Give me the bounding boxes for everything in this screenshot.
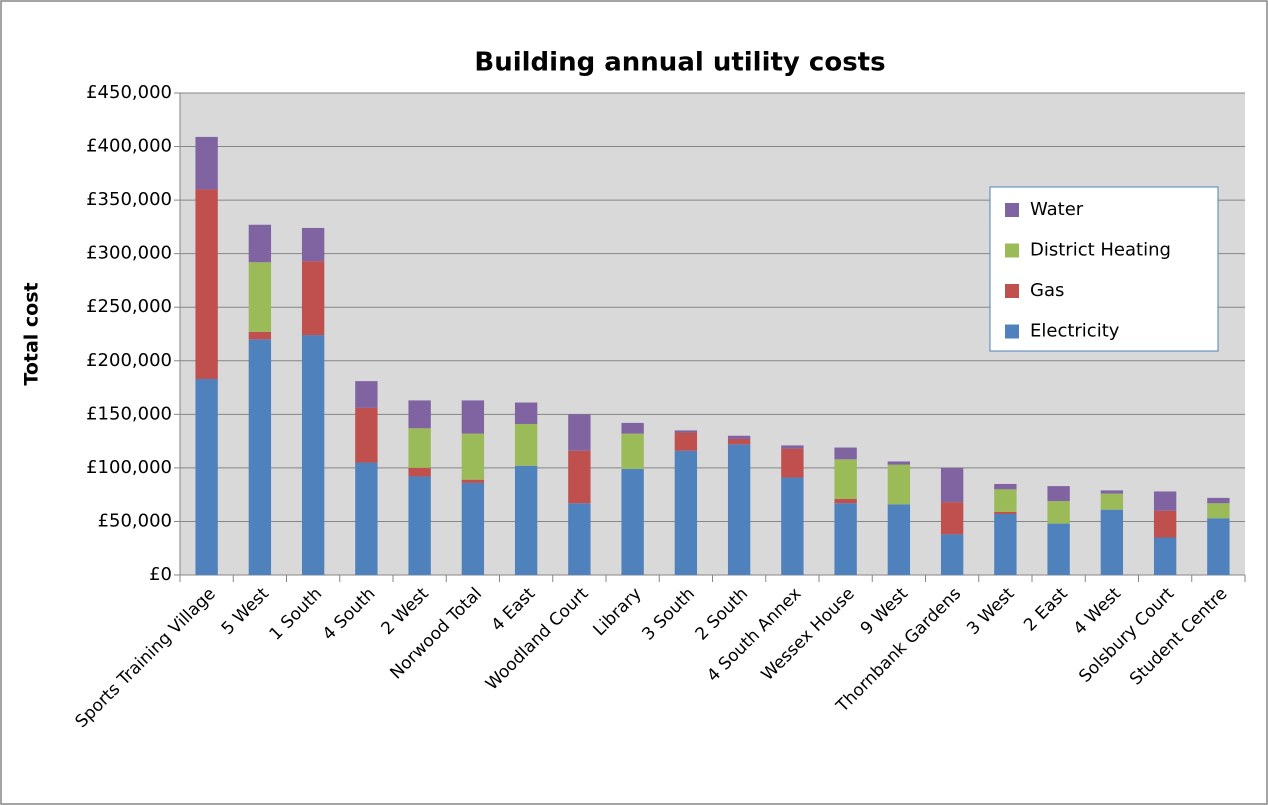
- bar-segment: [461, 433, 485, 480]
- bar-segment: [461, 479, 485, 483]
- bar-segment: [1153, 537, 1177, 575]
- legend-label: Electricity: [1030, 321, 1120, 342]
- bar-segment: [355, 462, 378, 575]
- bar-segment: [195, 136, 218, 190]
- y-tick-label: £400,000: [86, 136, 172, 157]
- bar-segment: [1100, 490, 1124, 494]
- y-tick-label: £150,000: [86, 403, 172, 424]
- bar-segment: [621, 422, 644, 434]
- bar-segment: [674, 432, 698, 451]
- bar-segment: [727, 438, 751, 445]
- y-tick-label: £350,000: [86, 189, 172, 210]
- bar-segment: [1100, 493, 1124, 510]
- bar-segment: [781, 448, 804, 478]
- y-tick-label: £450,000: [86, 82, 172, 103]
- bar-segment: [195, 378, 218, 575]
- bar-segment: [781, 477, 804, 575]
- bar-segment: [514, 402, 538, 424]
- bar-segment: [727, 444, 751, 575]
- bar-segment: [408, 476, 431, 575]
- bar-segment: [568, 450, 591, 504]
- bar-segment: [834, 459, 857, 499]
- bar-segment: [674, 430, 698, 433]
- y-axis-title: Total cost: [21, 282, 43, 385]
- bar-segment: [248, 262, 272, 332]
- bar-segment: [514, 465, 538, 575]
- legend-label: Water: [1030, 199, 1084, 220]
- bar-segment: [940, 502, 964, 535]
- legend-swatch: [1005, 324, 1019, 339]
- bar-segment: [408, 467, 431, 477]
- bar-segment: [1100, 509, 1124, 575]
- bar-segment: [621, 433, 644, 469]
- bar-segment: [994, 513, 1017, 575]
- bar-segment: [834, 498, 857, 504]
- bar-segment: [674, 450, 698, 575]
- bar-segment: [727, 435, 751, 439]
- bar-segment: [195, 189, 218, 379]
- y-tick-label: £250,000: [86, 296, 172, 317]
- bar-segment: [355, 381, 378, 408]
- bar-segment: [301, 227, 325, 262]
- bar-segment: [408, 400, 431, 429]
- bar-segment: [568, 503, 591, 575]
- bar-segment: [621, 468, 644, 575]
- legend-swatch: [1005, 203, 1019, 217]
- legend-box: [989, 186, 1219, 352]
- chart-title: Building annual utility costs: [474, 48, 885, 78]
- bar-segment: [248, 224, 272, 263]
- bar-segment: [1153, 510, 1177, 538]
- y-tick-label: £50,000: [98, 510, 172, 531]
- bar-segment: [301, 335, 325, 575]
- bar-segment: [781, 445, 804, 449]
- bar-segment: [248, 339, 272, 575]
- legend-swatch: [1005, 284, 1019, 298]
- bar-segment: [994, 511, 1017, 514]
- bar-segment: [834, 447, 857, 460]
- bar-segment: [568, 414, 591, 451]
- bar-segment: [1207, 497, 1230, 504]
- bar-segment: [461, 482, 485, 575]
- bar-segment: [1153, 491, 1177, 511]
- bar-segment: [514, 423, 538, 466]
- bar-segment: [1047, 501, 1070, 524]
- bar-segment: [461, 400, 485, 434]
- bar-segment: [940, 467, 964, 503]
- bar-segment: [408, 428, 431, 468]
- y-tick-label: £300,000: [86, 243, 172, 264]
- bar-segment: [248, 331, 272, 340]
- bar-segment: [887, 464, 911, 505]
- bar-segment: [887, 461, 911, 465]
- bar-segment: [1207, 518, 1230, 575]
- bar-segment: [301, 261, 325, 336]
- bar-segment: [940, 534, 964, 575]
- bar-segment: [994, 483, 1017, 490]
- bar-segment: [834, 503, 857, 575]
- bar-segment: [994, 489, 1017, 512]
- bar-segment: [355, 407, 378, 463]
- bar-segment: [1047, 523, 1070, 575]
- bar-segment: [1207, 503, 1230, 519]
- bar-segment: [1047, 486, 1070, 502]
- legend-label: Gas: [1030, 280, 1064, 301]
- bar-segment: [887, 504, 911, 575]
- y-tick-label: £200,000: [86, 350, 172, 371]
- legend-swatch: [1005, 243, 1019, 258]
- y-tick-label: £100,000: [86, 457, 172, 478]
- legend-label: District Heating: [1030, 240, 1171, 261]
- y-tick-label: £0: [149, 564, 172, 585]
